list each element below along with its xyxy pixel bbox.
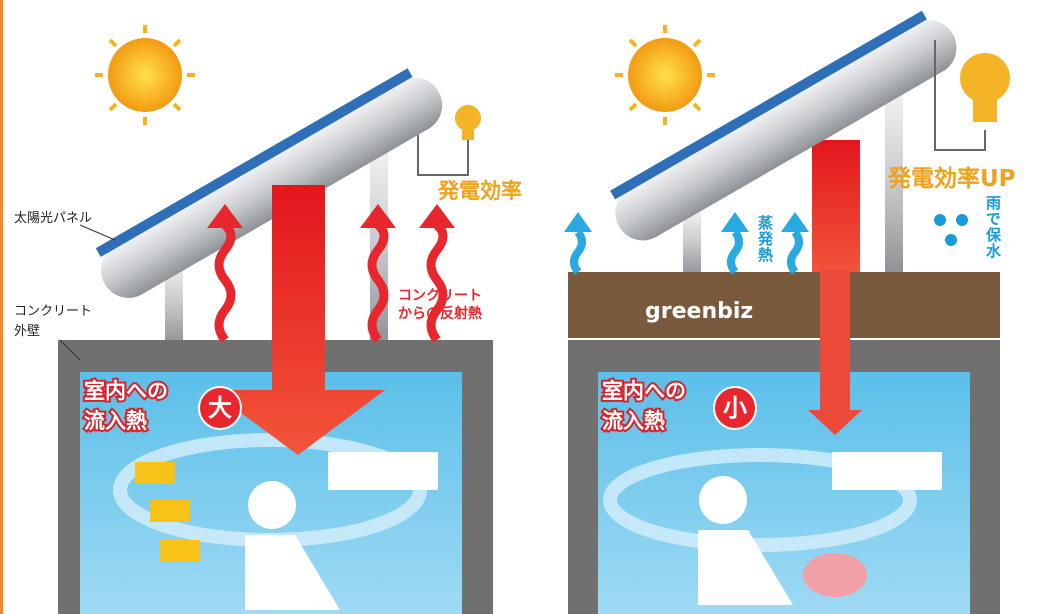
evaporation-label: 蒸発熱 [756,214,774,263]
badge [713,386,757,430]
panel-label: 太陽光パネル [14,211,92,226]
right-scene: 発電効率UP 雨で保水 greenbiz 蒸発熱 室内への 流入熱 小 [564,10,1016,614]
inflow-arrow [210,185,385,455]
wire [934,40,986,151]
efficiency-label: 発電効率UP [887,165,1016,192]
wire [417,135,469,176]
inflow-size: 大 [208,394,232,422]
reflect-label: からの反射熱 [398,305,482,322]
reflect-label: コンクリート [398,288,482,304]
person [698,476,793,605]
rain-drops [934,214,968,246]
left-scene: 発電効率 室内への 流入熱 大 太陽光パネル コンクリート 外壁 コンクリート … [14,25,522,614]
piggy-bank [803,553,867,597]
heat-arrowheads [207,204,455,228]
bulb [960,53,1010,122]
support [885,90,903,275]
heat-arrows [214,221,448,343]
yen-wings [135,462,200,562]
sun [615,25,715,125]
badge [198,386,242,430]
leader [59,339,81,361]
person [245,481,340,610]
soil [568,272,1000,338]
air-conditioner [832,452,942,490]
wall-label: 外壁 [14,324,40,339]
sun [95,25,195,125]
solar-panel [610,10,957,241]
efficiency-label: 発電効率 [437,179,522,203]
inflow-label: 流入熱 [84,409,147,433]
inflow-label: 流入熱 [602,409,665,433]
support [683,210,701,275]
solar-panel [95,68,443,298]
evaporation-arrows [570,229,803,275]
evaporation-arrowheads [564,212,809,232]
air-conditioner [328,452,438,490]
brand: greenbiz [645,299,753,324]
frame-edge [0,0,3,614]
inflow-arrow [808,270,862,435]
inflow-label: 室内への [84,379,168,403]
support [165,260,183,345]
leader [79,224,116,241]
inflow-arrow [812,140,860,275]
inflow-label: 室内への [602,379,686,403]
bulb [455,105,481,140]
rain-label: 雨で保水 [984,195,1002,259]
wall-label: コンクリート [14,304,92,319]
inflow-size: 小 [723,394,747,422]
airflow [603,448,917,552]
